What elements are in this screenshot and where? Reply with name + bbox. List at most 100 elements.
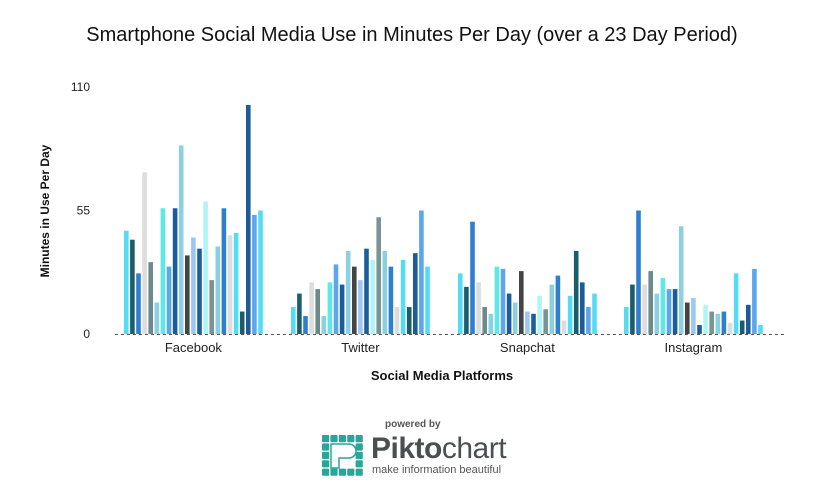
logo-light: chart bbox=[441, 432, 507, 465]
bar-instagram-2 bbox=[630, 284, 635, 334]
bar-twitter-21 bbox=[413, 253, 418, 334]
bar-instagram-21 bbox=[746, 304, 751, 334]
bar-facebook-10 bbox=[178, 145, 184, 334]
bar-facebook-16 bbox=[215, 246, 221, 334]
logo-tile bbox=[347, 435, 355, 443]
bar-twitter-6 bbox=[321, 316, 327, 334]
bar-twitter-23 bbox=[425, 266, 430, 334]
bar-facebook-1 bbox=[124, 230, 129, 334]
bar-snapchat-6 bbox=[488, 313, 494, 334]
bar-twitter-14 bbox=[370, 259, 375, 334]
bar-snapchat-9 bbox=[506, 293, 512, 334]
category-label: Snapchat bbox=[500, 340, 555, 355]
bar-instagram-19 bbox=[733, 273, 739, 334]
bar-facebook-20 bbox=[239, 311, 245, 334]
bar-snapchat-5 bbox=[482, 307, 487, 334]
logo-tile bbox=[355, 451, 363, 459]
bar-instagram-7 bbox=[660, 277, 666, 334]
bar-facebook-3 bbox=[136, 273, 141, 334]
bar-twitter-17 bbox=[388, 266, 394, 334]
logo-tile bbox=[355, 443, 363, 451]
bar-snapchat-15 bbox=[543, 309, 548, 334]
logo-p-shape bbox=[330, 443, 357, 469]
bar-twitter-3 bbox=[303, 316, 308, 334]
bar-instagram-16 bbox=[715, 313, 721, 334]
bar-snapchat-2 bbox=[464, 286, 469, 334]
bar-facebook-6 bbox=[154, 302, 160, 334]
bar-snapchat-20 bbox=[573, 250, 579, 334]
bar-twitter-8 bbox=[333, 264, 339, 334]
piktochart-logo-text: Piktochart bbox=[371, 432, 507, 466]
bar-instagram-12 bbox=[691, 298, 696, 334]
bar-instagram-13 bbox=[697, 325, 702, 334]
y-tick-label: 110 bbox=[71, 80, 90, 94]
bar-instagram-10 bbox=[678, 226, 684, 334]
bar-instagram-15 bbox=[709, 311, 714, 334]
bar-twitter-16 bbox=[382, 250, 388, 334]
logo-tile bbox=[347, 468, 355, 476]
bar-instagram-5 bbox=[648, 271, 653, 334]
logo-tile bbox=[322, 468, 330, 476]
bar-instagram-1 bbox=[624, 307, 629, 334]
category-label: Twitter bbox=[341, 340, 380, 355]
logo-tile bbox=[330, 468, 338, 476]
bar-twitter-18 bbox=[394, 307, 400, 334]
logo-tile bbox=[355, 460, 363, 468]
bar-twitter-19 bbox=[400, 259, 406, 334]
y-tick-label: 0 bbox=[83, 327, 90, 341]
bar-twitter-4 bbox=[309, 282, 314, 334]
bar-facebook-15 bbox=[209, 280, 214, 334]
bar-twitter-13 bbox=[364, 248, 369, 334]
chart-title: Smartphone Social Media Use in Minutes P… bbox=[86, 24, 738, 46]
logo-tile bbox=[322, 443, 330, 451]
bar-snapchat-7 bbox=[494, 266, 500, 334]
bar-instagram-3 bbox=[636, 210, 641, 334]
bar-facebook-14 bbox=[203, 201, 208, 334]
bar-facebook-23 bbox=[258, 210, 263, 334]
bar-instagram-4 bbox=[642, 284, 647, 334]
bar-twitter-2 bbox=[297, 293, 302, 334]
bar-instagram-18 bbox=[727, 322, 733, 334]
bar-instagram-11 bbox=[685, 302, 690, 334]
bar-twitter-11 bbox=[352, 266, 357, 334]
bar-facebook-11 bbox=[185, 255, 190, 334]
bar-snapchat-8 bbox=[500, 268, 506, 334]
bar-facebook-17 bbox=[221, 208, 227, 334]
bar-twitter-10 bbox=[345, 250, 351, 334]
y-ticks: 0 55 110 bbox=[71, 80, 90, 341]
bar-twitter-22 bbox=[419, 210, 424, 334]
bar-instagram-23 bbox=[758, 325, 763, 334]
bar-twitter-1 bbox=[291, 307, 296, 334]
bar-twitter-7 bbox=[327, 282, 333, 334]
bar-snapchat-4 bbox=[476, 282, 481, 334]
bar-snapchat-12 bbox=[525, 311, 530, 334]
bar-instagram-9 bbox=[672, 289, 678, 334]
bar-facebook-4 bbox=[142, 172, 147, 334]
bar-facebook-2 bbox=[130, 239, 135, 334]
bar-facebook-22 bbox=[252, 214, 257, 334]
bar-instagram-20 bbox=[739, 320, 745, 334]
bar-snapchat-23 bbox=[592, 293, 597, 334]
bar-snapchat-10 bbox=[512, 302, 518, 334]
bar-facebook-12 bbox=[191, 237, 196, 334]
bar-twitter-15 bbox=[376, 217, 381, 334]
y-tick-label: 55 bbox=[77, 204, 91, 218]
x-axis-label: Social Media Platforms bbox=[370, 368, 514, 383]
logo-tile bbox=[355, 468, 363, 476]
logo-tile bbox=[355, 435, 363, 443]
logo-tile bbox=[322, 451, 330, 459]
piktochart-logo-icon bbox=[322, 435, 363, 476]
category-label: Facebook bbox=[165, 340, 223, 355]
bar-snapchat-14 bbox=[537, 295, 542, 334]
bar-snapchat-18 bbox=[561, 320, 567, 334]
bar-instagram-14 bbox=[703, 304, 708, 334]
bar-instagram-17 bbox=[721, 311, 727, 334]
bar-twitter-9 bbox=[339, 284, 345, 334]
bar-snapchat-11 bbox=[519, 271, 524, 334]
powered-by-text: powered by bbox=[385, 419, 441, 430]
bar-facebook-8 bbox=[166, 266, 172, 334]
bar-snapchat-17 bbox=[555, 275, 561, 334]
bar-snapchat-3 bbox=[470, 221, 475, 334]
bar-instagram-6 bbox=[654, 293, 660, 334]
